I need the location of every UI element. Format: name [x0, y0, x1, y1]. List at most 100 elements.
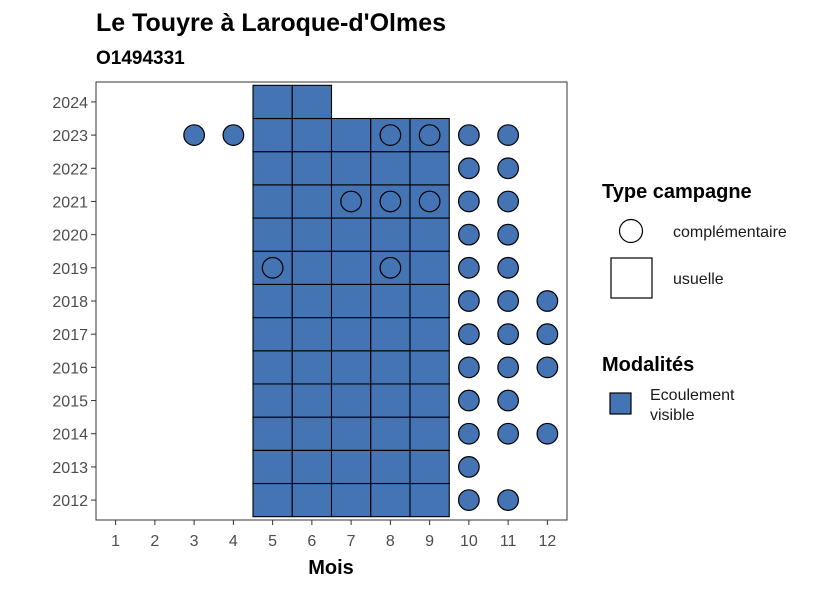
usual-square-cell	[409, 482, 450, 518]
complementary-point-filled	[497, 157, 520, 180]
usual-square-cell	[291, 317, 333, 352]
usual-square-cell	[370, 283, 411, 319]
usual-square-cell	[409, 350, 450, 385]
y-tick-label: 2022	[52, 161, 88, 178]
usual-square-cell	[409, 217, 450, 252]
legend-square-marker	[610, 257, 653, 299]
complementary-point-filled	[457, 256, 480, 279]
usual-square-cell	[252, 350, 293, 385]
usual-square-cell	[252, 416, 293, 451]
y-tick-label: 2018	[52, 294, 88, 311]
chart-title: Le Touyre à Laroque-d'Olmes	[96, 9, 446, 37]
y-tick-label: 2023	[52, 128, 88, 145]
usual-square-cell	[252, 250, 293, 285]
usual-square-cell	[370, 250, 411, 285]
complementary-point-open	[418, 124, 441, 146]
complementary-point-open	[379, 124, 402, 146]
complementary-point-open	[418, 190, 441, 213]
legend-modalites: Modalités Ecoulement visible	[602, 354, 735, 424]
usual-square-cell	[291, 250, 333, 285]
complementary-point-open	[379, 190, 402, 213]
y-tick-label: 2012	[52, 493, 88, 510]
complementary-point-filled	[497, 223, 520, 246]
usual-square-cell	[291, 84, 333, 120]
usual-square-cell	[409, 250, 450, 285]
complementary-point-filled	[497, 256, 520, 279]
complementary-point-filled	[497, 389, 520, 412]
complementary-point-open	[261, 256, 284, 279]
complementary-point-filled	[457, 489, 480, 511]
complementary-point-filled	[457, 223, 480, 246]
usual-square-cell	[252, 317, 293, 352]
usual-square-cell	[252, 217, 293, 252]
y-tick-label: 2016	[52, 360, 88, 377]
usual-square-cell	[252, 184, 293, 219]
chart-subtitle: O1494331	[96, 48, 185, 69]
usual-square-cell	[370, 184, 411, 219]
usual-square-cell	[370, 482, 411, 518]
x-tick-label: 2	[150, 533, 159, 550]
usual-square-cell	[330, 383, 372, 418]
complementary-point-filled	[536, 356, 559, 379]
legend-label-complementaire: complémentaire	[673, 224, 787, 241]
legend-circle-marker	[618, 218, 644, 244]
usual-square-cell	[291, 283, 333, 319]
usual-square-cell	[291, 184, 333, 219]
usual-square-cell	[330, 151, 372, 186]
y-axis: 2012 2013 2014 2015 2016 2017 2018 2019 2020 2021…	[52, 95, 96, 510]
usual-square-cell	[409, 449, 450, 485]
complementary-point-filled	[497, 489, 520, 511]
legend-modalites-title: Modalités	[602, 354, 694, 376]
complementary-point-filled	[536, 290, 559, 312]
legend-label-usuelle: usuelle	[673, 271, 724, 288]
usual-square-cell	[252, 84, 293, 120]
complementary-point-open	[340, 190, 363, 213]
x-tick-label: 4	[229, 533, 238, 550]
complementary-point-filled	[222, 124, 245, 146]
complementary-point-filled	[457, 323, 480, 346]
usual-square-cell	[330, 250, 372, 285]
complementary-point-filled	[457, 157, 480, 180]
usual-square-cell	[370, 217, 411, 252]
usual-square-cell	[252, 449, 293, 485]
usual-square-cell	[291, 217, 333, 252]
usual-square-cell	[291, 383, 333, 418]
usual-square-cell	[409, 383, 450, 418]
y-tick-label: 2021	[52, 194, 88, 211]
usual-square-cell	[409, 283, 450, 319]
x-tick-label: 9	[425, 533, 434, 550]
complementary-point-filled	[497, 124, 520, 146]
x-tick-label: 1	[111, 533, 120, 550]
legend-label-ecoulement: Ecoulement	[650, 387, 735, 404]
complementary-point-filled	[457, 190, 480, 213]
usual-square-cell	[330, 416, 372, 451]
usual-square-cell	[291, 416, 333, 451]
y-tick-label: 2017	[52, 327, 88, 344]
complementary-point-filled	[536, 323, 559, 346]
usual-square-cell	[330, 283, 372, 319]
usual-square-cell	[370, 151, 411, 186]
usual-square-cell	[370, 383, 411, 418]
plot-area	[95, 81, 568, 521]
usual-square-cell	[291, 449, 333, 485]
usual-square-cell	[370, 317, 411, 352]
complementary-point-filled	[536, 422, 559, 445]
complementary-point-filled	[497, 356, 520, 379]
complementary-point-open	[379, 256, 402, 279]
usual-square-cell	[291, 151, 333, 186]
complementary-point-filled	[457, 422, 480, 445]
x-tick-label: 7	[347, 533, 356, 550]
legend-fill-swatch	[609, 392, 632, 415]
complementary-point-filled	[457, 356, 480, 379]
usual-square-cell	[252, 383, 293, 418]
x-axis: 1 2 3 4 5 6 7 8 9 10 11 12	[111, 520, 556, 550]
usual-square-cell	[370, 449, 411, 485]
x-tick-label: 6	[307, 533, 316, 550]
x-tick-label: 12	[538, 533, 556, 550]
legend-label-visible: visible	[650, 407, 695, 424]
complementary-point-filled	[457, 456, 480, 478]
complementary-point-filled	[457, 290, 480, 312]
x-tick-label: 11	[500, 533, 517, 550]
complementary-point-filled	[457, 124, 480, 146]
